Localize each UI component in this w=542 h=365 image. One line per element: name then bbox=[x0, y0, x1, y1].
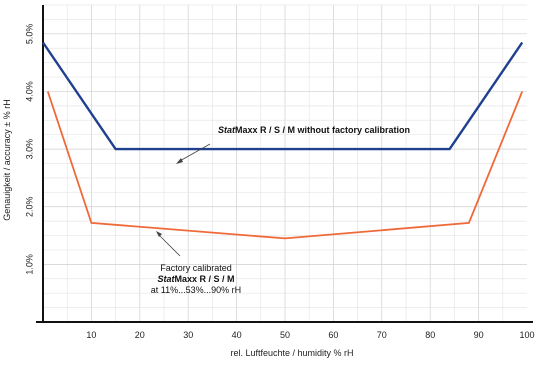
annotation-orange-line3: at 11%...53%...90% rH bbox=[151, 285, 241, 295]
x-tick-label: 100 bbox=[519, 330, 534, 340]
x-tick-label: 70 bbox=[377, 330, 387, 340]
annotation-blue: StatMaxx R / S / M without factory calib… bbox=[176, 125, 410, 164]
annotation-blue-pointer bbox=[177, 143, 211, 163]
x-tick-label: 60 bbox=[328, 330, 338, 340]
x-tick-label: 50 bbox=[280, 330, 290, 340]
tick-labels: 10 20 30 40 50 60 70 80 90 100 1.0% 2.0% 3.0% 4.0% 5.0… bbox=[24, 24, 534, 340]
annotation-blue-italic: Stat bbox=[218, 125, 236, 135]
annotation-orange: Factory calibrated StatMaxx R / S / M at… bbox=[151, 231, 241, 295]
y-tick-label: 4.0% bbox=[24, 81, 34, 102]
grid bbox=[43, 4, 527, 322]
x-tick-label: 30 bbox=[183, 330, 193, 340]
series-line-uncalibrated bbox=[42, 41, 524, 151]
y-axis-title: Genauigkeit / accuracy ± % rH bbox=[2, 99, 12, 221]
annotation-orange-line2: StatMaxx R / S / M bbox=[157, 274, 234, 284]
annotation-orange-italic: Stat bbox=[157, 274, 175, 284]
y-tick-label: 5.0% bbox=[24, 24, 34, 45]
x-tick-label: 90 bbox=[474, 330, 484, 340]
x-tick-label: 80 bbox=[425, 330, 435, 340]
x-axis-title: rel. Luftfeuchte / humidity % rH bbox=[230, 348, 353, 358]
annotation-blue-rest: Maxx R / S / M without factory calibrati… bbox=[235, 125, 410, 135]
annotation-blue-arrowhead bbox=[176, 158, 183, 164]
annotation-orange-line1: Factory calibrated bbox=[160, 263, 232, 273]
annotation-orange-arrowhead bbox=[156, 231, 162, 237]
series-lines bbox=[42, 41, 524, 240]
x-tick-label: 40 bbox=[232, 330, 242, 340]
x-tick-label: 10 bbox=[86, 330, 96, 340]
y-tick-label: 3.0% bbox=[24, 139, 34, 160]
y-tick-label: 1.0% bbox=[24, 254, 34, 275]
y-tick-label: 2.0% bbox=[24, 196, 34, 217]
x-tick-label: 20 bbox=[135, 330, 145, 340]
annotation-orange-pointer bbox=[157, 233, 181, 257]
annotation-orange-rest: Maxx R / S / M bbox=[174, 274, 234, 284]
annotation-blue-text: StatMaxx R / S / M without factory calib… bbox=[218, 125, 410, 135]
series-line-factory-calibrated bbox=[46, 91, 524, 240]
axes bbox=[36, 5, 533, 323]
